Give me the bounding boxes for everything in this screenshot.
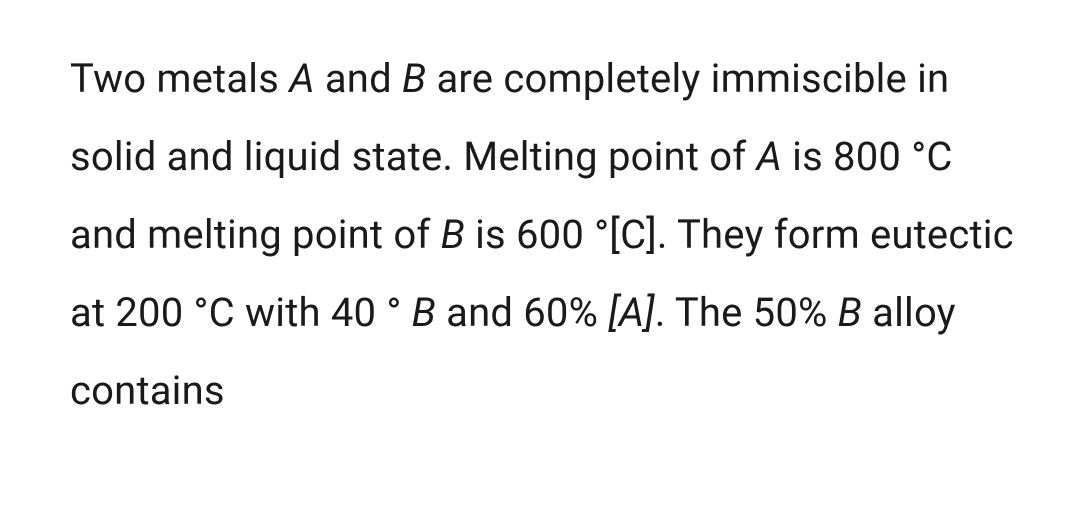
variable-B: B <box>838 289 862 336</box>
text-segment: . The 50% <box>655 289 838 336</box>
variable-A: [A] <box>608 289 655 336</box>
question-paragraph: Two metals A and B are completely immisc… <box>70 40 1020 430</box>
text-segment: Two metals <box>70 55 289 102</box>
variable-B: B <box>412 289 436 336</box>
text-segment: and 60% <box>436 289 608 336</box>
variable-A: A <box>757 133 783 180</box>
text-segment: and <box>315 55 402 102</box>
variable-A: A <box>289 55 315 102</box>
variable-B: B <box>402 55 426 102</box>
variable-B: B <box>441 211 465 258</box>
